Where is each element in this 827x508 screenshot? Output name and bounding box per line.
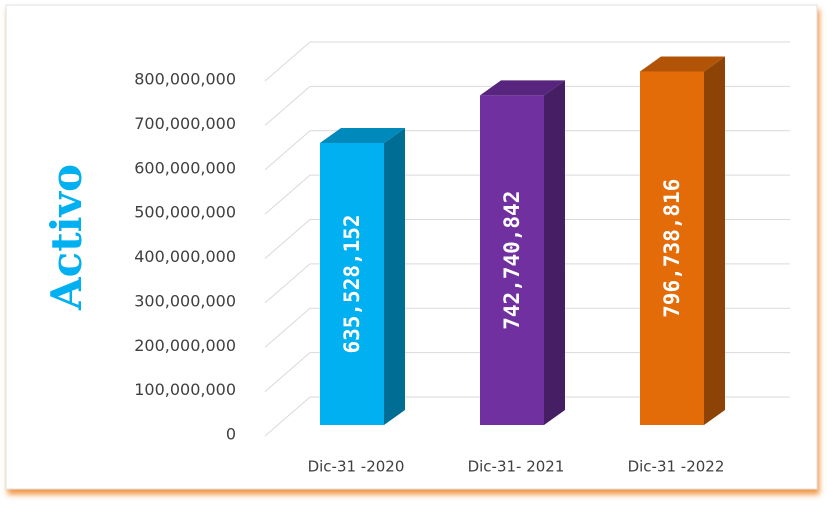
bar-side bbox=[544, 80, 565, 425]
grid-line bbox=[264, 130, 790, 171]
y-tick-label: 800,000,000 bbox=[134, 70, 236, 89]
bar-side bbox=[384, 127, 405, 426]
grid-line bbox=[264, 396, 790, 437]
grid-line bbox=[264, 352, 790, 393]
bar-side bbox=[704, 56, 725, 426]
y-tick-label: 300,000,000 bbox=[134, 291, 236, 310]
y-tick-label: 200,000,000 bbox=[134, 336, 236, 355]
value-label: 742,740,842 bbox=[500, 191, 524, 330]
bar-top bbox=[640, 56, 725, 72]
value-label: 796,738,816 bbox=[660, 179, 684, 318]
grid-line bbox=[264, 41, 790, 82]
y-tick-label: 600,000,000 bbox=[134, 158, 236, 177]
x-tick-label: Dic-31- 2021 bbox=[468, 458, 565, 476]
bar-top bbox=[480, 80, 565, 96]
grid-line bbox=[264, 307, 790, 348]
y-tick-label: 700,000,000 bbox=[134, 114, 236, 133]
bar-top bbox=[320, 127, 405, 143]
bar bbox=[640, 71, 704, 426]
x-tick-label: Dic-31 -2022 bbox=[628, 458, 725, 476]
y-tick-label: 0 bbox=[226, 425, 236, 444]
bar bbox=[480, 95, 544, 425]
bar bbox=[320, 142, 384, 425]
grid-line bbox=[264, 85, 790, 126]
grid-line bbox=[264, 174, 790, 215]
y-tick-label: 500,000,000 bbox=[134, 203, 236, 222]
x-tick-label: Dic-31 -2020 bbox=[308, 458, 405, 476]
grid-line bbox=[264, 219, 790, 259]
value-label: 635,528,152 bbox=[340, 214, 364, 353]
y-tick-label: 400,000,000 bbox=[134, 247, 236, 266]
grid-line bbox=[264, 263, 790, 304]
y-tick-label: 100,000,000 bbox=[134, 380, 236, 399]
y-axis-title: Activo bbox=[42, 164, 91, 311]
